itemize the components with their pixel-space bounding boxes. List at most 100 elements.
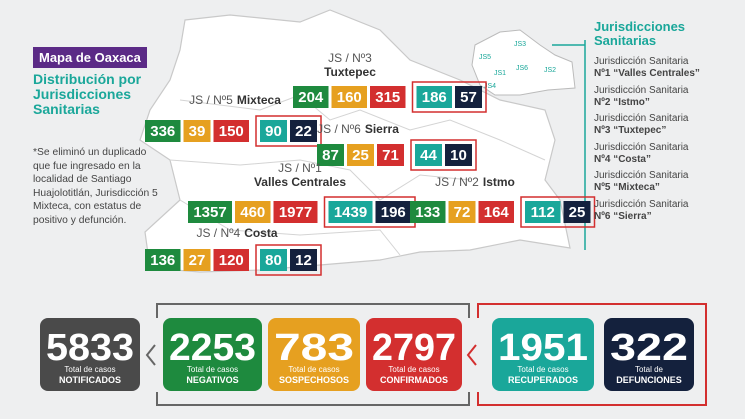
jurisdiction-label: JS / Nº2 Istmo — [435, 175, 515, 189]
total-box — [163, 318, 262, 391]
jurisdiction-name: Istmo — [483, 175, 515, 189]
group-bracket — [477, 303, 707, 406]
count-value: 80 — [265, 252, 282, 269]
total-value: 322 — [610, 327, 688, 369]
legend-name: Nº2 “Istmo” — [594, 96, 650, 108]
count-value: 133 — [415, 204, 440, 221]
total-caption: Total de casos — [288, 365, 339, 374]
jurisdiction-name: Tuxtepec — [324, 65, 376, 79]
count-value: 12 — [295, 252, 312, 269]
count-box — [290, 120, 317, 142]
legend-item: Jurisdicción Sanitaria Nº4 “Costa” — [594, 142, 744, 166]
title: Distribución por Jurisdicciones Sanitari… — [33, 71, 142, 117]
highlight-frame — [520, 196, 596, 228]
count-value: 10 — [450, 147, 467, 164]
count-value: 186 — [422, 89, 447, 106]
minimap-label: JS2 — [544, 67, 556, 74]
minimap — [471, 29, 576, 96]
legend-item: Jurisdicción Sanitaria Nº3 “Tuxtepec” — [594, 113, 744, 137]
count-value: 27 — [189, 252, 206, 269]
total-label: CONFIRMADOS — [380, 375, 448, 385]
count-box — [478, 201, 514, 223]
total-caption: Total de casos — [517, 365, 568, 374]
legend-line: Jurisdicción Sanitaria — [594, 56, 689, 67]
count-box — [260, 120, 287, 142]
count-box — [448, 201, 476, 223]
total-caption: Total de — [635, 365, 664, 374]
legend-item: Jurisdicción Sanitaria Nº2 “Istmo” — [594, 85, 744, 109]
count-value: 150 — [219, 123, 244, 140]
count-value: 1977 — [279, 204, 312, 221]
highlight-frame — [255, 115, 322, 147]
legend-name: Nº6 “Sierra” — [594, 210, 652, 222]
jurisdiction-name: Costa — [244, 226, 278, 240]
count-value: 336 — [150, 123, 175, 140]
jurisdiction-label: JS / Nº4 Costa — [196, 226, 277, 240]
count-value: 315 — [375, 89, 400, 106]
count-box — [416, 86, 452, 108]
count-box — [415, 144, 442, 166]
count-box — [375, 201, 411, 223]
count-value: 57 — [460, 89, 477, 106]
count-box — [445, 144, 472, 166]
count-value: 87 — [322, 147, 339, 164]
count-box — [347, 144, 374, 166]
count-box — [183, 249, 211, 271]
legend-line: Jurisdicción Sanitaria — [594, 84, 689, 96]
count-value: 22 — [295, 123, 312, 140]
count-box — [273, 201, 318, 223]
total-value: 2797 — [372, 327, 456, 369]
count-box — [213, 249, 249, 271]
note: *Se eliminó un duplicado que fue ingresa… — [33, 147, 158, 226]
legend-item: Jurisdicción Sanitaria Nº6 “Sierra” — [594, 199, 744, 223]
count-box — [145, 120, 181, 142]
jurisdiction-code: JS / Nº2 — [435, 175, 479, 189]
count-box — [455, 86, 482, 108]
jurisdiction-code: JS / Nº5 — [189, 93, 233, 107]
count-value: 25 — [569, 204, 586, 221]
total-value: 783 — [274, 327, 354, 369]
total-box — [40, 318, 140, 391]
legend-line: Jurisdicción Sanitaria — [594, 198, 689, 210]
jurisdiction-code: JS / Nº3 — [328, 51, 372, 65]
count-value: 72 — [454, 204, 471, 221]
total-caption: Total de casos — [64, 365, 115, 374]
count-box — [317, 144, 344, 166]
jurisdiction-label: JS / Nº5 Mixteca — [189, 93, 281, 107]
count-value: 1439 — [334, 204, 367, 221]
count-box — [260, 249, 287, 271]
badge: Mapa de Oaxaca — [33, 47, 147, 68]
group-bracket — [156, 392, 470, 406]
total-box — [268, 318, 360, 391]
count-box — [290, 249, 317, 271]
jurisdiction-name: Sierra — [365, 122, 399, 136]
total-box — [492, 318, 594, 391]
count-box — [525, 201, 561, 223]
legend-name: Nº1 “Valles Centrales” — [594, 68, 700, 79]
minimap-label: JS1 — [494, 70, 506, 77]
total-label: NEGATIVOS — [186, 375, 238, 385]
count-value: 71 — [382, 147, 399, 164]
count-value: 164 — [484, 204, 510, 221]
jurisdiction-code: JS / Nº1 — [278, 161, 322, 175]
jurisdiction-code: JS / Nº4 — [196, 226, 240, 240]
total-box — [604, 318, 694, 391]
count-box — [377, 144, 404, 166]
total-value: 2253 — [169, 327, 256, 369]
region-border — [179, 94, 546, 161]
arrow — [145, 344, 156, 366]
highlight-frame — [411, 81, 487, 113]
legend-line: Jurisdicción Sanitaria — [594, 170, 689, 181]
total-caption: Total de casos — [388, 365, 439, 374]
jurisdiction-label: JS / Nº6 Sierra — [317, 122, 399, 136]
legend-name: Nº4 “Costa” — [594, 153, 651, 165]
total-box — [366, 318, 462, 391]
count-box — [145, 249, 181, 271]
total-label: DEFUNCIONES — [616, 375, 682, 385]
count-box — [370, 86, 406, 108]
count-value: 25 — [352, 147, 369, 164]
count-box — [213, 120, 249, 142]
minimap-label: JS5 — [479, 54, 491, 61]
